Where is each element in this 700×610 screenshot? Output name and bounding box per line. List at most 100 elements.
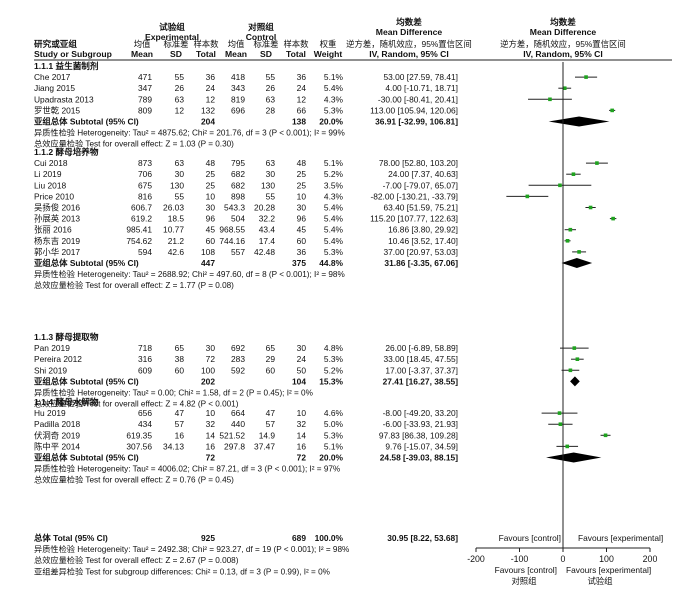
ctrl-sd: 14.9	[259, 430, 276, 440]
study-name: 张丽 2016	[34, 225, 72, 235]
ctrl-mean: 557	[231, 247, 245, 257]
effect-square	[595, 161, 599, 165]
exp-mean: 609	[138, 365, 152, 375]
study-name: Li 2019	[34, 169, 62, 179]
weight: 5.3%	[324, 247, 344, 257]
exp-mean: 809	[138, 105, 152, 115]
md-ci: 26.00 [-6.89, 58.89]	[385, 343, 458, 353]
exp-total: 96	[206, 214, 216, 224]
subtotal-ci: 24.58 [-39.03, 88.15]	[380, 453, 458, 463]
effect-square	[571, 172, 576, 176]
subtotal-exp-total: 204	[201, 117, 215, 127]
ctrl-mean: 343	[231, 83, 245, 93]
ctrl-sd: 26	[266, 83, 276, 93]
md-ci: 9.76 [-15.07, 34.59]	[385, 441, 458, 451]
ctrl-sd: 47	[266, 408, 276, 418]
ctrl-mean: 696	[231, 105, 245, 115]
weight: 5.4%	[324, 203, 344, 213]
exp-total: 10	[206, 408, 216, 418]
ctrl-mean: 283	[231, 354, 245, 364]
overall-effect-test: 总效应量检验 Test for overall effect: Z = 4.82…	[34, 399, 239, 409]
exp-total: 36	[206, 72, 216, 82]
exp-group-cn: 试验组	[159, 21, 185, 32]
ctrl-sd: 28	[266, 105, 276, 115]
subtotal-ci: 36.91 [-32.99, 106.81]	[375, 117, 458, 127]
ctrl-mean: 819	[231, 94, 245, 104]
exp-mean: 307.56	[126, 441, 152, 451]
ctrl-sd: 42.48	[254, 247, 275, 257]
weight: 5.4%	[324, 225, 344, 235]
subtotal-ctrl-total: 375	[292, 258, 306, 268]
exp-sd: 42.6	[168, 247, 185, 257]
ctrl-sd: 130	[261, 180, 275, 190]
subtotal-ctrl-total: 72	[297, 453, 307, 463]
exp-group-en: Experimental	[145, 32, 199, 42]
exp-sd: 65	[175, 343, 185, 353]
exp-sd: 60	[175, 365, 185, 375]
favours-experimental-bottom: Favours [experimental]	[566, 565, 651, 575]
heterogeneity: 异质性检验 Heterogeneity: Tau² = 4006.02; Chi…	[34, 464, 340, 474]
ctrl-mean: 592	[231, 365, 245, 375]
md-ci: 113.00 [105.94, 120.06]	[370, 105, 458, 115]
total-ci: 30.95 [8.22, 53.68]	[387, 533, 458, 543]
exp-mean-cn: 均值	[134, 39, 151, 49]
ctrl-sd: 60	[266, 365, 276, 375]
exp-total: 72	[206, 354, 216, 364]
exp-mean: 619.35	[126, 430, 152, 440]
md-en: Mean Difference	[376, 27, 443, 37]
ctrl-sd: 57	[266, 419, 276, 429]
exp-mean: 675	[138, 180, 152, 190]
exp-sd-cn: 标准差	[163, 39, 188, 49]
study-name: 郭小华 2017	[34, 247, 80, 257]
ctrl-mean-en: Mean	[225, 49, 247, 59]
ctrl-sd: 30	[266, 169, 276, 179]
ctrl-mean: 744.16	[219, 236, 245, 246]
md-ci: 16.86 [3.80, 29.92]	[388, 225, 458, 235]
effect-square	[565, 444, 570, 449]
x-tick-label: 100	[599, 554, 614, 564]
weight: 5.1%	[324, 72, 344, 82]
study-name: 罗世乾 2015	[34, 105, 80, 115]
ctrl-sd: 37.47	[254, 441, 275, 451]
ctrl-sd: 55	[266, 72, 276, 82]
effect-square	[584, 75, 588, 79]
overall-effect-test: 总效应量检验 Test for overall effect: Z = 1.77…	[34, 280, 234, 290]
ctrl-total: 12	[297, 94, 307, 104]
study-name: 陈中平 2014	[34, 441, 80, 451]
exp-total-cn: 样本数	[193, 39, 219, 49]
ctrl-mean: 664	[231, 408, 245, 418]
subgroup-title: 1.1.1 益生菌制剂	[34, 60, 99, 71]
overall-effect-test: 总效应量检验 Test for overall effect: Z = 1.03…	[34, 139, 234, 149]
exp-total: 32	[206, 419, 216, 429]
weight: 3.5%	[324, 180, 344, 190]
effect-square	[572, 346, 577, 350]
ctrl-total: 45	[297, 225, 307, 235]
study-name: Padilla 2018	[34, 419, 80, 429]
heterogeneity: 异质性检验 Heterogeneity: Tau² = 2688.92; Chi…	[34, 269, 345, 279]
ctrl-total: 10	[297, 408, 307, 418]
subtotal-weight: 15.3%	[319, 376, 343, 386]
exp-sd: 12	[175, 105, 185, 115]
effect-square	[568, 227, 573, 232]
weight: 4.3%	[324, 94, 344, 104]
effect-square	[603, 433, 608, 438]
ctrl-mean: 521.52	[219, 430, 245, 440]
subtotal-ci: 31.86 [-3.35, 67.06]	[384, 258, 458, 268]
ctrl-sd: 63	[266, 158, 276, 168]
effect-square	[562, 86, 567, 90]
md-ci: -8.00 [-49.20, 33.20]	[383, 408, 458, 418]
effect-square	[575, 357, 580, 361]
exp-mean: 789	[138, 94, 152, 104]
plot-cn: 均数差	[550, 16, 576, 27]
exp-mean: 347	[138, 83, 152, 93]
study-name: 伏洞奇 2019	[34, 430, 80, 440]
effect-square	[568, 368, 573, 373]
table-header: 试验组 Experimental 对照组 Control 均数差 Mean Di…	[34, 16, 672, 61]
study-en: Study or Subgroup	[34, 49, 112, 59]
ctrl-total-cn: 样本数	[283, 39, 309, 49]
ctrl-total: 24	[297, 354, 307, 364]
study-name: Upadrasta 2013	[34, 94, 94, 104]
ctrl-total: 24	[297, 83, 307, 93]
heterogeneity: 异质性检验 Heterogeneity: Tau² = 4875.62; Chi…	[34, 128, 345, 138]
exp-mean-en: Mean	[131, 49, 153, 59]
